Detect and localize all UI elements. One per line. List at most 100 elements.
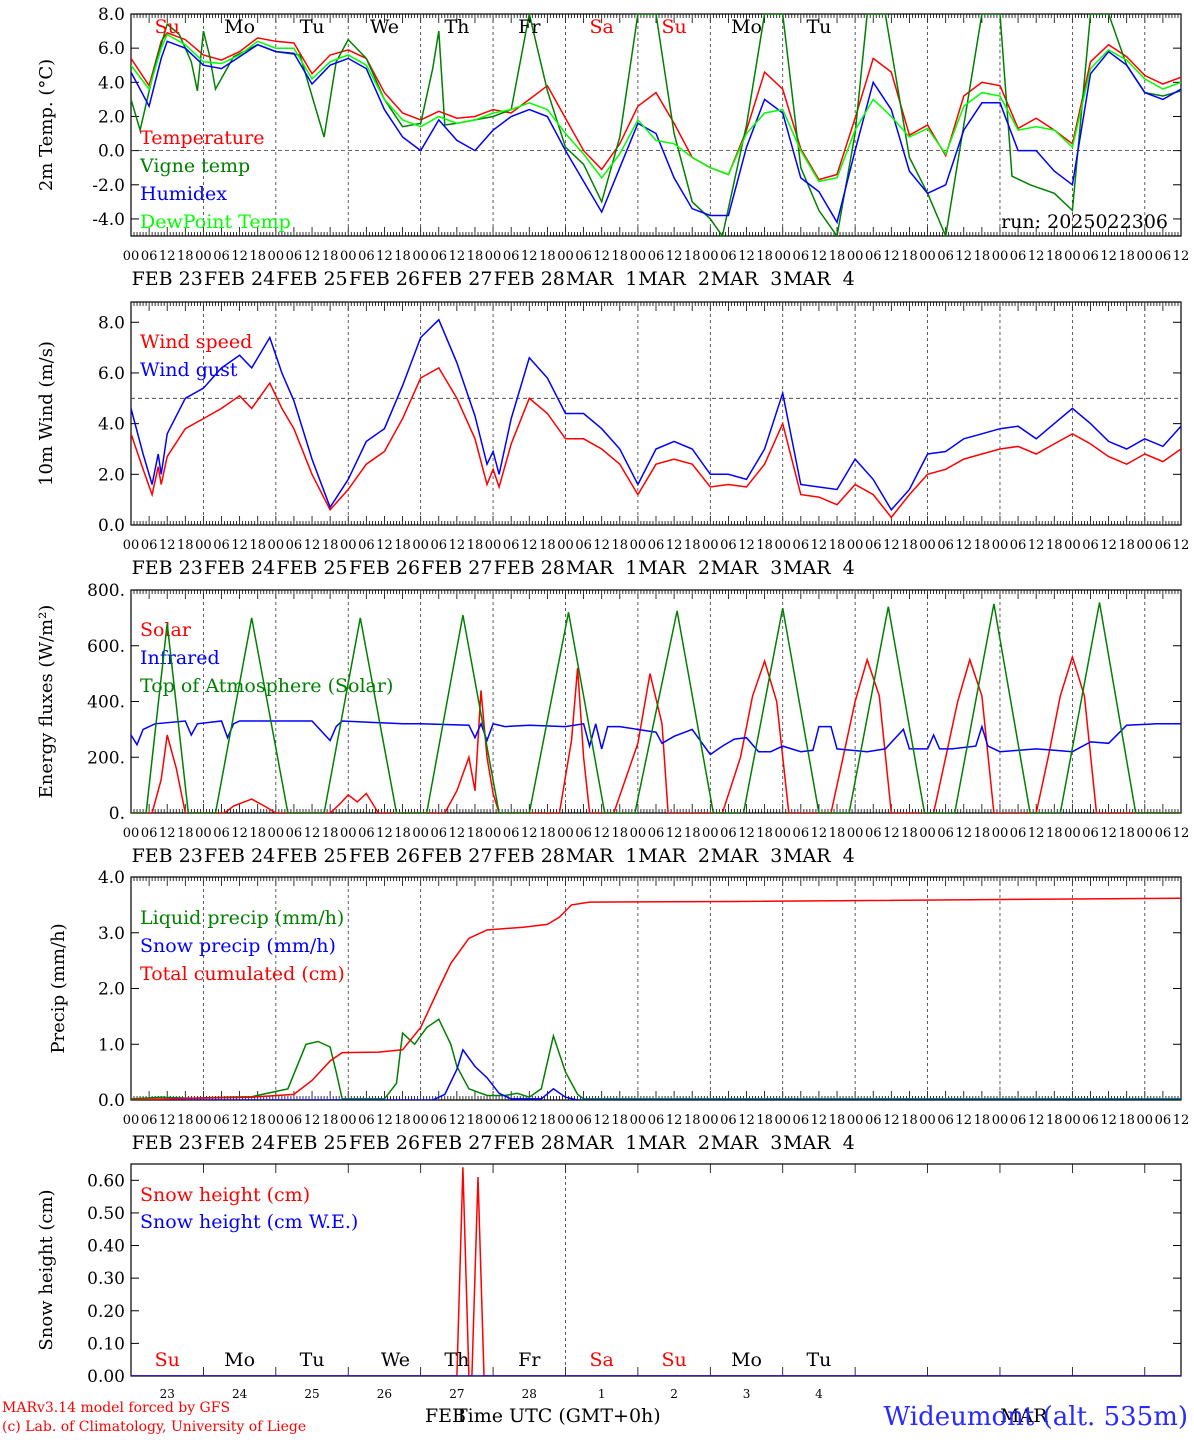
- hour-tick-label: 00: [412, 826, 429, 841]
- date-label: MAR 2: [638, 845, 710, 867]
- date-label: MAR 3: [711, 268, 783, 290]
- date-label: MAR 1: [566, 268, 638, 290]
- series-line-total-cumulated-cm-: [131, 897, 1181, 1100]
- legend-entry: Snow height (cm W.E.): [140, 1211, 358, 1233]
- hour-tick-label: 12: [883, 826, 900, 841]
- hour-tick-label: 18: [612, 826, 629, 841]
- hour-tick-label: 18: [1046, 826, 1063, 841]
- hour-tick-label: 06: [1082, 1113, 1099, 1128]
- hour-tick-label: 12: [666, 249, 683, 264]
- date-label: MAR 4: [783, 268, 855, 290]
- y-tick-label: 2.0: [98, 465, 125, 485]
- hour-tick-label: 00: [557, 249, 574, 264]
- hour-tick-label: 06: [1010, 538, 1027, 553]
- y-tick-label: 0.10: [87, 1334, 125, 1354]
- hour-tick-label: 12: [666, 1113, 683, 1128]
- hour-tick-label: 00: [630, 249, 647, 264]
- hour-tick-label: 12: [593, 538, 610, 553]
- credit-line-2: (c) Lab. of Climatology, University of L…: [2, 1419, 307, 1435]
- date-label: FEB 26: [349, 268, 420, 290]
- legend-entry: Snow height (cm): [140, 1184, 310, 1206]
- date-label: FEB 28: [494, 557, 565, 579]
- hour-tick-label: 00: [630, 538, 647, 553]
- hour-tick-label: 18: [974, 249, 991, 264]
- y-axis-label: 2m Temp. (°C): [36, 59, 57, 191]
- hour-tick-label: 12: [666, 538, 683, 553]
- hour-tick-label: 18: [974, 1113, 991, 1128]
- hour-tick-label: 00: [485, 538, 502, 553]
- hour-tick-label: 12: [159, 1113, 176, 1128]
- hour-tick-label: 06: [141, 826, 158, 841]
- hour-tick-label: 06: [575, 538, 592, 553]
- hour-tick-label: 06: [503, 1113, 520, 1128]
- hour-tick-label: 00: [847, 826, 864, 841]
- hour-tick-label: 12: [449, 826, 466, 841]
- hour-tick-label: 18: [394, 826, 411, 841]
- hour-tick-label: 18: [1118, 538, 1135, 553]
- hour-tick-label: 06: [430, 249, 447, 264]
- hour-tick-label: 00: [340, 826, 357, 841]
- date-label: FEB 23: [132, 557, 203, 579]
- hour-tick-label: 00: [630, 1113, 647, 1128]
- hour-tick-label: 18: [249, 249, 266, 264]
- y-tick-label: 200.: [87, 748, 125, 768]
- date-label: FEB 27: [421, 1132, 492, 1154]
- hour-tick-label: 00: [1137, 249, 1154, 264]
- legend-entry: Snow precip (mm/h): [140, 935, 336, 957]
- hour-tick-label: 06: [1155, 538, 1172, 553]
- hour-tick-label: 00: [702, 249, 719, 264]
- date-label: FEB 27: [421, 845, 492, 867]
- hour-tick-label: 18: [322, 1113, 339, 1128]
- day-number: 27: [449, 1387, 464, 1401]
- legend-entry: Infrared: [140, 647, 220, 669]
- date-label: FEB 26: [349, 845, 420, 867]
- date-label: MAR 3: [711, 557, 783, 579]
- hour-tick-label: 12: [883, 538, 900, 553]
- month-label-mar: MAR: [1000, 1405, 1048, 1427]
- hour-tick-label: 06: [141, 249, 158, 264]
- series-line-temperature: [131, 31, 1181, 181]
- hour-tick-label: 18: [684, 249, 701, 264]
- day-number: 24: [232, 1387, 248, 1401]
- series-line-wind-gust: [131, 318, 1181, 512]
- date-label: FEB 26: [349, 1132, 420, 1154]
- hour-tick-label: 18: [974, 826, 991, 841]
- hour-tick-label: 06: [141, 538, 158, 553]
- hour-tick-label: 12: [521, 1113, 538, 1128]
- series-line-snow-height-cm-: [131, 1167, 1181, 1376]
- hour-tick-label: 00: [919, 826, 936, 841]
- y-tick-label: 0.0: [98, 1091, 125, 1111]
- hour-tick-label: 18: [901, 538, 918, 553]
- weekday-label-bottom: Sa: [590, 1349, 614, 1371]
- hour-tick-label: 06: [1155, 249, 1172, 264]
- y-tick-label: -4.0: [92, 210, 125, 230]
- hour-tick-label: 00: [774, 1113, 791, 1128]
- legend-entry: Wind speed: [140, 331, 252, 353]
- y-axis-label: 10m Wind (m/s): [36, 341, 57, 486]
- hour-tick-label: 12: [738, 538, 755, 553]
- weekday-label-top: We: [370, 16, 399, 38]
- hour-tick-label: 00: [919, 249, 936, 264]
- hour-tick-label: 12: [593, 249, 610, 264]
- hour-tick-label: 00: [1064, 538, 1081, 553]
- hour-tick-label: 12: [231, 538, 248, 553]
- day-number: 1: [598, 1387, 606, 1401]
- hour-tick-label: 12: [521, 249, 538, 264]
- hour-tick-label: 06: [213, 538, 230, 553]
- hour-tick-label: 12: [738, 1113, 755, 1128]
- hour-tick-label: 06: [793, 249, 810, 264]
- hour-tick-label: 12: [1173, 1113, 1190, 1128]
- hour-tick-label: 12: [1028, 1113, 1045, 1128]
- date-label: FEB 23: [132, 845, 203, 867]
- hour-tick-label: 18: [612, 538, 629, 553]
- y-tick-label: 0.0: [98, 516, 125, 536]
- hour-tick-label: 06: [1010, 249, 1027, 264]
- y-tick-label: 1.0: [98, 1035, 125, 1055]
- y-tick-label: 0.50: [87, 1204, 125, 1224]
- hour-tick-label: 06: [720, 826, 737, 841]
- hour-tick-label: 00: [268, 538, 285, 553]
- station-name: Wideumont (alt. 535m): [883, 1402, 1188, 1432]
- hour-tick-label: 00: [992, 1113, 1009, 1128]
- hour-tick-label: 12: [811, 826, 828, 841]
- hour-tick-label: 18: [467, 538, 484, 553]
